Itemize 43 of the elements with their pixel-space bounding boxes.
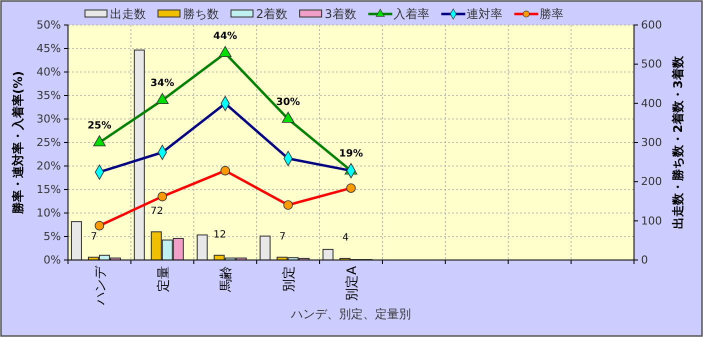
data-label: 30% bbox=[276, 97, 300, 108]
legend-label: 2着数 bbox=[256, 7, 288, 21]
y-tick-label: 50% bbox=[36, 18, 61, 32]
x-tick-label: 定量 bbox=[156, 266, 172, 292]
y-tick-label: 10% bbox=[36, 206, 61, 220]
y-tick-label: 15% bbox=[36, 183, 61, 196]
y-tick-label: 30% bbox=[36, 112, 61, 126]
x-tick-label: ハンデ bbox=[93, 265, 108, 306]
y2-axis-title: 出走数・勝ち数・2着数・3着数 bbox=[671, 55, 685, 229]
y2-tick-label: 200 bbox=[641, 175, 662, 188]
y2-tick-label: 500 bbox=[641, 58, 662, 71]
legend-label: 出走数 bbox=[110, 7, 146, 21]
x-tick-label: 馬齢 bbox=[219, 266, 234, 293]
y2-tick-label: 600 bbox=[641, 18, 662, 32]
legend-label: 3着数 bbox=[324, 7, 356, 21]
y-tick-label: 5% bbox=[44, 230, 61, 244]
data-label: 25% bbox=[87, 120, 112, 132]
data-label: 19% bbox=[339, 148, 363, 160]
y-tick-label: 45% bbox=[36, 42, 61, 56]
y2-tick-label: 300 bbox=[641, 136, 662, 150]
x-tick-label: 別定A bbox=[345, 266, 360, 301]
y2-tick-label: 0 bbox=[641, 254, 648, 267]
legend-label: 勝ち数 bbox=[183, 7, 219, 21]
data-label: 7 bbox=[90, 231, 98, 242]
y-axis-title: 勝率・連対率・入着率(%) bbox=[11, 71, 25, 215]
data-label: 72 bbox=[150, 206, 164, 217]
data-label: 34% bbox=[150, 78, 174, 90]
x-tick-label: 別定 bbox=[282, 266, 298, 292]
legend-label: 連対率 bbox=[466, 7, 502, 21]
legend-label: 入着率 bbox=[393, 7, 430, 21]
data-label: 7 bbox=[279, 231, 286, 242]
y-tick-label: 40% bbox=[36, 66, 61, 79]
y-tick-label: 0% bbox=[44, 254, 61, 267]
y-tick-label: 20% bbox=[36, 160, 61, 173]
y2-tick-label: 400 bbox=[641, 96, 662, 110]
data-label: 4 bbox=[342, 232, 349, 244]
y-tick-label: 35% bbox=[36, 89, 61, 102]
y-tick-label: 25% bbox=[36, 136, 61, 150]
legend-label: 勝率 bbox=[539, 7, 564, 21]
data-label: 12 bbox=[213, 229, 226, 240]
y2-tick-label: 100 bbox=[641, 214, 662, 228]
data-label: 44% bbox=[213, 31, 238, 42]
x-axis-title: ハンデ、別定、定量別 bbox=[290, 307, 411, 321]
